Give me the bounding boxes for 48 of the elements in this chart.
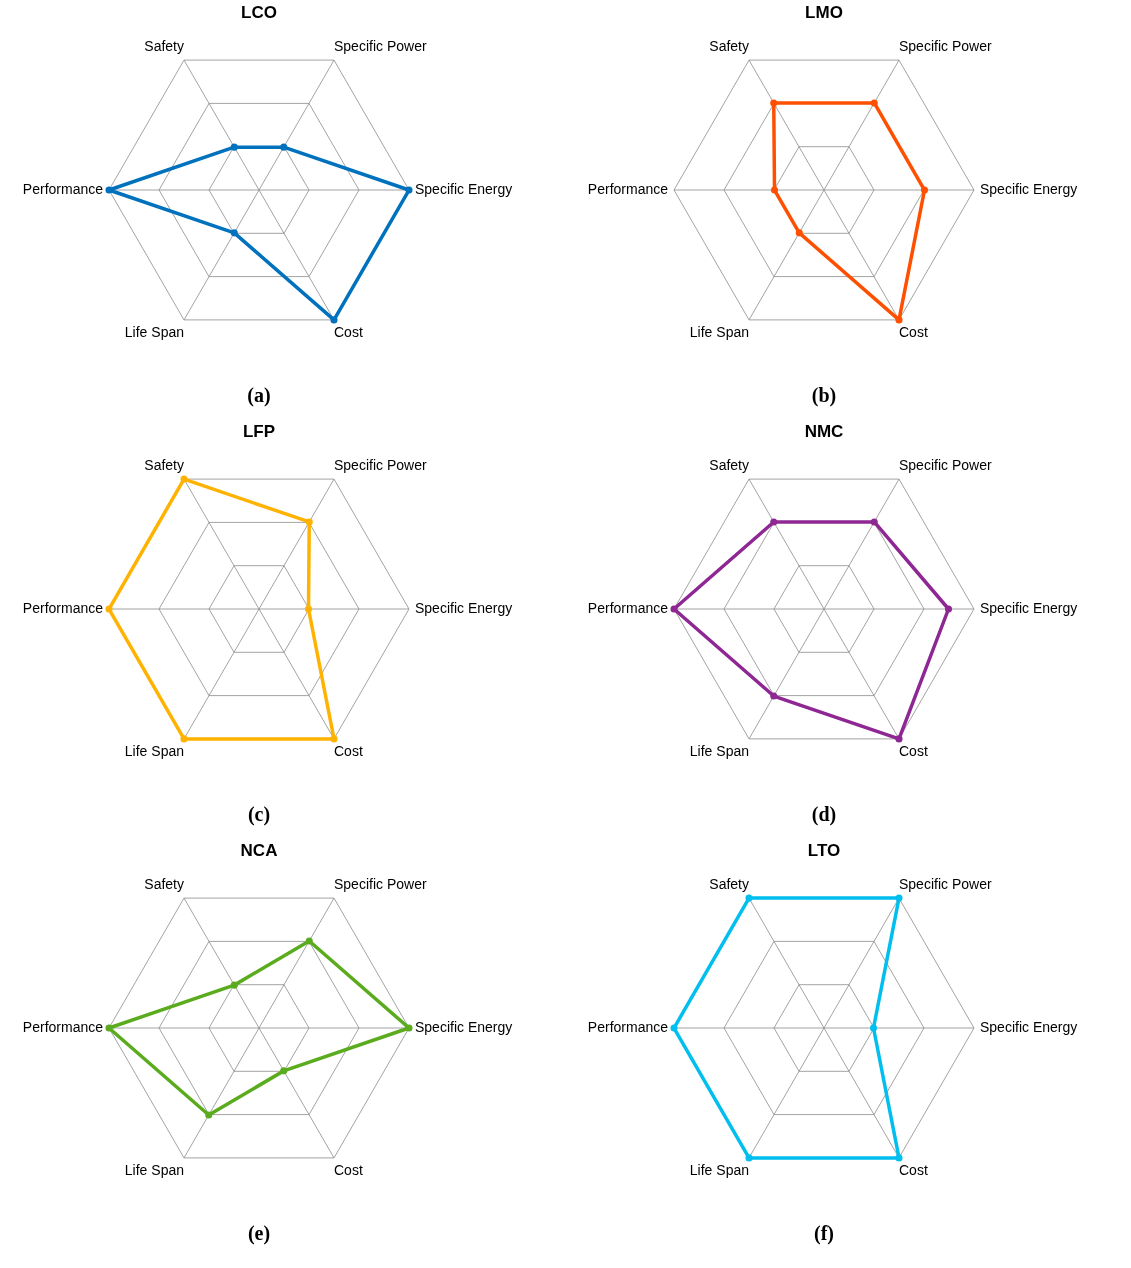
chart-title: NMC <box>804 422 844 441</box>
chart-title: LFP <box>242 422 276 441</box>
spoke-label: Cost <box>899 1161 928 1178</box>
spoke-label: Performance <box>587 1019 669 1035</box>
spoke-label: Specific Energy <box>415 1019 513 1035</box>
spoke-label: Life Span <box>689 742 749 759</box>
spoke-label: Specific Power <box>334 38 427 55</box>
spoke-label: Cost <box>334 742 363 759</box>
text: (d) <box>811 802 837 826</box>
spoke-label: Performance <box>22 600 104 616</box>
spoke-label: Cost <box>899 742 928 759</box>
spoke-label: Specific Energy <box>980 1019 1078 1035</box>
spoke-label: Life Span <box>689 323 749 340</box>
spoke-label: Life Span <box>689 1161 749 1178</box>
chart-title: NCA <box>240 841 278 860</box>
spoke-label: Specific Power <box>334 876 427 893</box>
spoke-label: Specific Energy <box>980 181 1078 197</box>
spoke-label: Cost <box>899 323 928 340</box>
spoke-label: Safety <box>144 38 184 55</box>
spoke-label: Specific Power <box>899 457 992 474</box>
spoke-label: Specific Energy <box>980 600 1078 616</box>
spoke-label: Specific Power <box>899 38 992 55</box>
spoke-label: Safety <box>144 876 184 893</box>
spoke-label: Life Span <box>124 742 184 759</box>
text: (e) <box>247 1221 271 1245</box>
spoke-label: Specific Energy <box>415 181 513 197</box>
spoke-label: Safety <box>709 876 749 893</box>
spoke-label: Performance <box>587 181 669 197</box>
spoke-label: Life Span <box>124 1161 184 1178</box>
spoke-label: Specific Energy <box>415 600 513 616</box>
spoke-label: Life Span <box>124 323 184 340</box>
spoke-label: Performance <box>22 181 104 197</box>
chart-title: LMO <box>805 3 843 22</box>
spoke-label: Safety <box>709 38 749 55</box>
text: (f) <box>814 1221 834 1245</box>
spoke-label: Safety <box>709 457 749 474</box>
spoke-label: Cost <box>334 323 363 340</box>
spoke-label: Performance <box>22 1019 104 1035</box>
text: (c) <box>247 802 271 826</box>
text: (b) <box>811 383 837 407</box>
spoke-label: Cost <box>334 1161 363 1178</box>
chart-title: LCO <box>241 3 277 22</box>
spoke-label: Specific Power <box>334 457 427 474</box>
spoke-label: Safety <box>144 457 184 474</box>
spoke-label: Performance <box>587 600 669 616</box>
text: (a) <box>247 383 271 407</box>
spoke-label: Specific Power <box>899 876 992 893</box>
chart-title: LTO <box>807 841 841 860</box>
